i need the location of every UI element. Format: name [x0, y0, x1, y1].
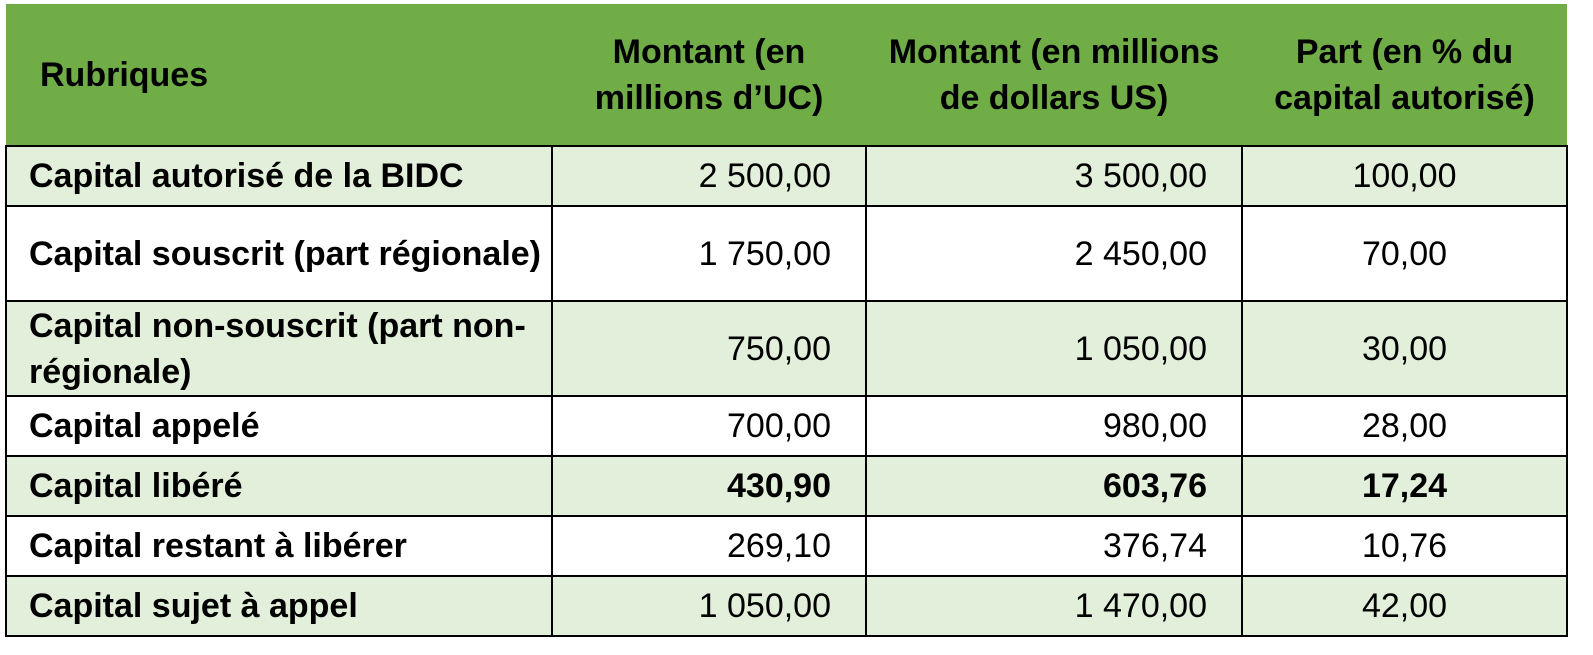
header-row: Rubriques Montant (en millions d’UC) Mon… — [6, 4, 1567, 146]
header-montant-usd: Montant (en millions de dollars US) — [866, 4, 1242, 146]
cell-part-pct: 17,24 — [1241, 455, 1568, 517]
table-row: Capital appelé 700,00 980,00 28,00 — [5, 395, 1568, 457]
table-row: Capital non-souscrit (part non-régionale… — [5, 300, 1568, 397]
row-label: Capital non-souscrit (part non-régionale… — [5, 300, 553, 397]
row-label: Capital libéré — [5, 455, 553, 517]
cell-montant-usd: 3 500,00 — [865, 145, 1243, 207]
cell-montant-usd: 603,76 — [865, 455, 1243, 517]
cell-montant-uc: 750,00 — [551, 300, 867, 397]
header-rubriques: Rubriques — [6, 4, 552, 146]
cell-montant-usd: 1 470,00 — [865, 575, 1243, 637]
table-row: Capital souscrit (part régionale) 1 750,… — [5, 205, 1568, 302]
row-label: Capital souscrit (part régionale) — [5, 205, 553, 302]
table-row: Capital sujet à appel 1 050,00 1 470,00 … — [5, 575, 1568, 637]
cell-part-pct: 70,00 — [1241, 205, 1568, 302]
cell-montant-uc: 430,90 — [551, 455, 867, 517]
capital-table: Rubriques Montant (en millions d’UC) Mon… — [5, 4, 1568, 637]
cell-montant-uc: 1 750,00 — [551, 205, 867, 302]
cell-part-pct: 28,00 — [1241, 395, 1568, 457]
header-part-pct: Part (en % du capital autorisé) — [1242, 4, 1567, 146]
cell-montant-uc: 2 500,00 — [551, 145, 867, 207]
row-label: Capital sujet à appel — [5, 575, 553, 637]
cell-part-pct: 42,00 — [1241, 575, 1568, 637]
cell-part-pct: 10,76 — [1241, 515, 1568, 577]
row-label: Capital autorisé de la BIDC — [5, 145, 553, 207]
cell-montant-uc: 269,10 — [551, 515, 867, 577]
header-montant-uc: Montant (en millions d’UC) — [552, 4, 866, 146]
row-label: Capital restant à libérer — [5, 515, 553, 577]
cell-part-pct: 100,00 — [1241, 145, 1568, 207]
cell-montant-usd: 980,00 — [865, 395, 1243, 457]
table-row: Capital restant à libérer 269,10 376,74 … — [5, 515, 1568, 577]
cell-montant-usd: 2 450,00 — [865, 205, 1243, 302]
cell-montant-uc: 1 050,00 — [551, 575, 867, 637]
table-row: Capital libéré 430,90 603,76 17,24 — [5, 455, 1568, 517]
cell-montant-usd: 376,74 — [865, 515, 1243, 577]
row-label: Capital appelé — [5, 395, 553, 457]
cell-part-pct: 30,00 — [1241, 300, 1568, 397]
table-row: Capital autorisé de la BIDC 2 500,00 3 5… — [5, 145, 1568, 207]
cell-montant-usd: 1 050,00 — [865, 300, 1243, 397]
cell-montant-uc: 700,00 — [551, 395, 867, 457]
